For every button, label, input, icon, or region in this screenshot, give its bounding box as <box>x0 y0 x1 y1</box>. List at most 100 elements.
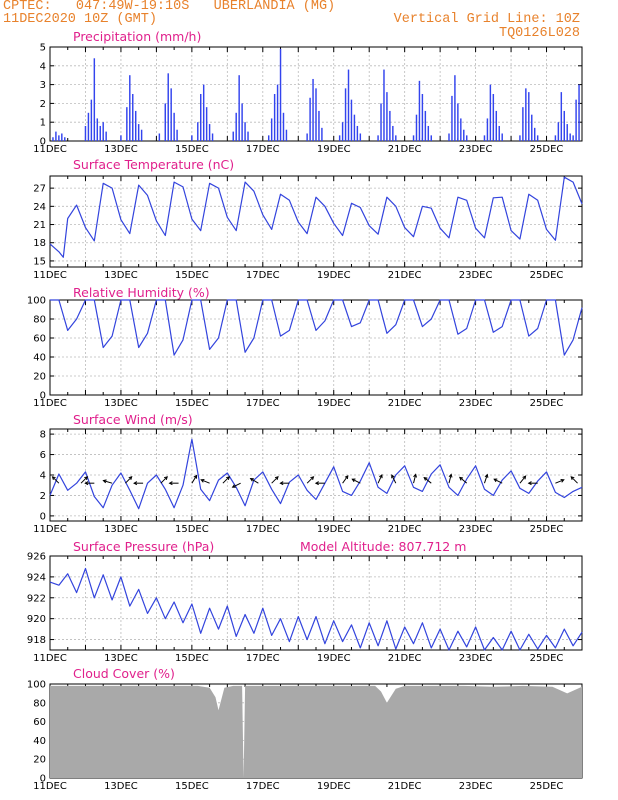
precip-bar <box>267 135 270 141</box>
panel-1-series-line <box>49 176 583 258</box>
precip-bar <box>560 92 563 141</box>
panel-3-ytick-label: 8 <box>40 430 46 441</box>
wind-vector-head <box>379 474 383 479</box>
wind-vector-head <box>102 479 107 484</box>
panel-3-xtick-label: 21DEC <box>388 524 422 535</box>
panel-5-xtick-label: 19DEC <box>317 781 351 792</box>
wind-vector <box>377 474 383 484</box>
precip-bar <box>578 84 580 141</box>
precip-bar <box>344 88 347 141</box>
precip-bar <box>61 133 63 141</box>
wind-vector <box>250 478 259 484</box>
panel-3-xtick-label: 13DEC <box>104 524 138 535</box>
wind-vector <box>483 474 488 484</box>
panel-0-xtick-label: 25DEC <box>530 144 564 155</box>
precip-bar <box>276 84 279 141</box>
precip-bar <box>87 112 90 141</box>
wind-vector-head <box>570 476 575 481</box>
wind-vector-head <box>527 481 532 486</box>
panel-3-xtick-label: 23DEC <box>459 524 493 535</box>
precip-bar <box>84 125 87 141</box>
precip-bar <box>448 133 450 141</box>
precip-bar <box>498 125 500 141</box>
precip-bar <box>353 114 356 141</box>
precip-bar <box>64 137 66 141</box>
wind-vector <box>459 477 468 484</box>
wind-vector-head <box>193 474 198 479</box>
header-product-code: TQ0126L028 <box>498 26 580 41</box>
panel-4-xtick-label: 15DEC <box>175 653 209 664</box>
panel-0-ytick-label: 1 <box>40 118 46 129</box>
precip-bar <box>466 135 468 141</box>
precip-bar <box>492 94 495 141</box>
wind-vector <box>413 474 417 484</box>
panel-1-ytick-label: 15 <box>33 256 46 267</box>
panel-0-xtick-label: 23DEC <box>459 144 493 155</box>
precip-bar <box>105 131 107 141</box>
precip-bar <box>173 112 175 141</box>
wind-vector-head <box>249 477 254 482</box>
precip-bar <box>158 133 161 141</box>
wind-vector <box>519 475 526 484</box>
panel-5-xtick-label: 15DEC <box>175 781 209 792</box>
panel-0-ytick-label: 3 <box>40 80 46 91</box>
panel-0-xtick-label: 21DEC <box>388 144 422 155</box>
precip-bar <box>421 94 424 141</box>
precip-bar <box>244 122 246 141</box>
panel-3-xtick-label: 19DEC <box>317 524 351 535</box>
panel-5-xtick-label: 25DEC <box>530 781 564 792</box>
panel-4-xtick-label: 13DEC <box>104 653 138 664</box>
wind-vector-head <box>448 473 453 478</box>
wind-vector-head <box>493 478 498 483</box>
header-run-time: 11DEC2020 10Z (GMT) <box>3 12 157 27</box>
precip-bar <box>483 135 486 141</box>
panel-4-xtick-label: 23DEC <box>459 653 493 664</box>
panel-1-xtick-label: 17DEC <box>246 270 280 281</box>
panel-2-xtick-label: 19DEC <box>317 398 351 409</box>
panel-2-ytick-label: 20 <box>33 372 46 383</box>
precip-bar <box>525 88 527 141</box>
wind-vector <box>391 474 397 484</box>
panel-4-ytick-label: 926 <box>27 552 46 563</box>
wind-vector <box>352 478 361 484</box>
precip-bar <box>90 99 93 141</box>
panel-5-xtick-label: 11DEC <box>33 781 67 792</box>
precip-bar <box>566 124 568 141</box>
panel-5-xtick-label: 23DEC <box>459 781 493 792</box>
precip-bar <box>137 124 140 141</box>
panel-5-xtick-label: 17DEC <box>246 781 280 792</box>
wind-vector-head <box>163 476 168 481</box>
precip-bar <box>279 48 282 141</box>
precip-bar <box>395 135 397 141</box>
wind-vector-head <box>310 476 315 481</box>
panel-1-frame <box>49 175 583 268</box>
precip-bar <box>205 107 208 141</box>
wind-vector-head <box>522 475 527 480</box>
precip-bar <box>321 127 323 141</box>
panel-2-xtick-label: 11DEC <box>33 398 67 409</box>
precip-bar <box>350 99 353 141</box>
precip-bar <box>197 122 199 141</box>
precip-bar <box>495 110 498 141</box>
panel-3-ytick-label: 6 <box>40 450 46 461</box>
precip-bar <box>575 99 577 141</box>
precip-bar <box>533 127 536 141</box>
wind-vector <box>342 475 349 484</box>
panel-3-xtick-label: 25DEC <box>530 524 564 535</box>
panel-0-ytick-label: 0 <box>40 137 46 148</box>
precip-bar <box>457 103 459 141</box>
panel-4-series-line <box>49 567 583 651</box>
precip-bar <box>232 131 234 141</box>
wind-vector-head <box>279 481 284 486</box>
header-source: CPTEC: 047:49W-19:10S UBERLANDIA (MG) <box>3 0 336 14</box>
wind-vector <box>125 476 133 484</box>
wind-vector-head <box>344 475 349 480</box>
precip-bar <box>383 69 385 141</box>
panel-3-series-line <box>49 438 583 510</box>
panel-1-title: Surface Temperature (nC) <box>73 157 234 172</box>
panel-1-xtick-label: 19DEC <box>317 270 351 281</box>
precip-bar <box>176 129 178 141</box>
precip-bar <box>312 78 314 141</box>
panel-1-xtick-label: 11DEC <box>33 270 67 281</box>
